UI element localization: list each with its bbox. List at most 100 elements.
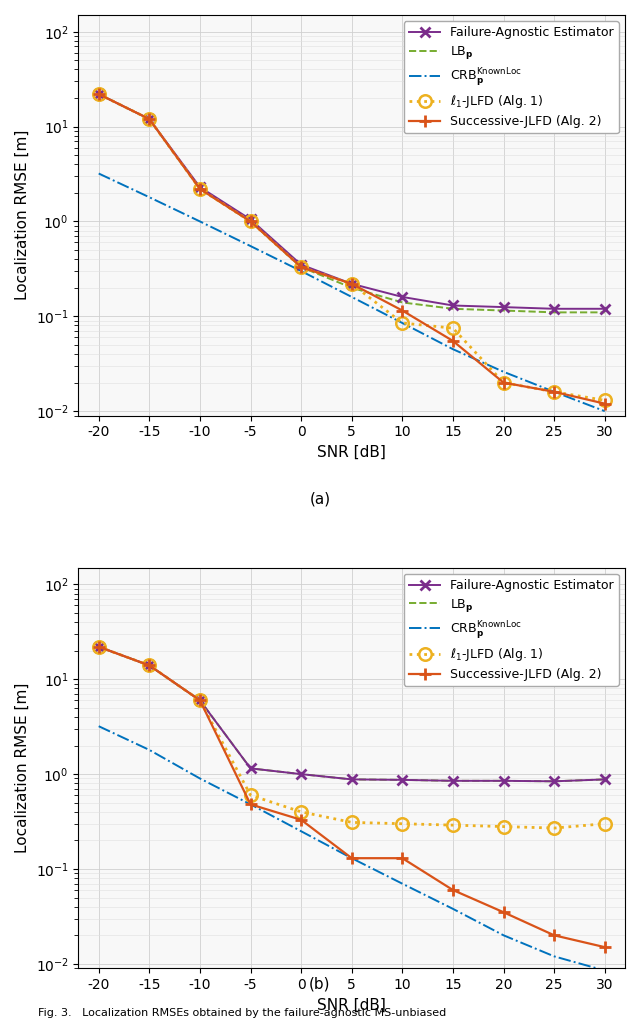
CRB$_\mathbf{p}^{\mathrm{KnownLoc}}$ xyxy=(145,744,153,756)
LB$_\mathbf{p}$ xyxy=(399,297,406,309)
Successive-JLFD (Alg. 2) xyxy=(145,113,153,126)
Successive-JLFD (Alg. 2) xyxy=(449,884,457,896)
$\ell_1$-JLFD (Alg. 1) xyxy=(246,789,254,801)
Successive-JLFD (Alg. 2) xyxy=(246,215,254,228)
Failure-Agnostic Estimator xyxy=(246,213,254,226)
LB$_\mathbf{p}$ xyxy=(298,768,305,781)
Failure-Agnostic Estimator xyxy=(550,303,558,315)
CRB$_\mathbf{p}^{\mathrm{KnownLoc}}$ xyxy=(348,290,356,303)
Successive-JLFD (Alg. 2) xyxy=(500,376,508,388)
Successive-JLFD (Alg. 2) xyxy=(95,641,102,653)
LB$_\mathbf{p}$ xyxy=(145,113,153,126)
LB$_\mathbf{p}$ xyxy=(246,762,254,775)
LB$_\mathbf{p}$ xyxy=(449,303,457,315)
$\ell_1$-JLFD (Alg. 1) xyxy=(399,317,406,330)
CRB$_\mathbf{p}^{\mathrm{KnownLoc}}$ xyxy=(601,405,609,417)
CRB$_\mathbf{p}^{\mathrm{KnownLoc}}$ xyxy=(449,902,457,915)
Successive-JLFD (Alg. 2) xyxy=(550,929,558,941)
Successive-JLFD (Alg. 2) xyxy=(145,659,153,672)
LB$_\mathbf{p}$ xyxy=(196,182,204,195)
LB$_\mathbf{p}$ xyxy=(550,776,558,788)
$\ell_1$-JLFD (Alg. 1) xyxy=(449,322,457,335)
$\ell_1$-JLFD (Alg. 1) xyxy=(348,278,356,290)
CRB$_\mathbf{p}^{\mathrm{KnownLoc}}$ xyxy=(500,929,508,941)
Line: CRB$_\mathbf{p}^{\mathrm{KnownLoc}}$: CRB$_\mathbf{p}^{\mathrm{KnownLoc}}$ xyxy=(99,173,605,411)
CRB$_\mathbf{p}^{\mathrm{KnownLoc}}$ xyxy=(145,191,153,203)
$\ell_1$-JLFD (Alg. 1) xyxy=(500,376,508,388)
Failure-Agnostic Estimator xyxy=(196,181,204,194)
Line: Successive-JLFD (Alg. 2): Successive-JLFD (Alg. 2) xyxy=(92,88,611,410)
LB$_\mathbf{p}$ xyxy=(348,281,356,294)
$\ell_1$-JLFD (Alg. 1) xyxy=(145,659,153,672)
Line: Successive-JLFD (Alg. 2): Successive-JLFD (Alg. 2) xyxy=(92,641,611,954)
Line: Failure-Agnostic Estimator: Failure-Agnostic Estimator xyxy=(94,90,610,314)
Successive-JLFD (Alg. 2) xyxy=(601,398,609,410)
Failure-Agnostic Estimator xyxy=(348,278,356,290)
Failure-Agnostic Estimator xyxy=(246,762,254,775)
Failure-Agnostic Estimator xyxy=(449,775,457,787)
$\ell_1$-JLFD (Alg. 1) xyxy=(298,805,305,818)
Successive-JLFD (Alg. 2) xyxy=(196,182,204,195)
LB$_\mathbf{p}$ xyxy=(550,306,558,318)
CRB$_\mathbf{p}^{\mathrm{KnownLoc}}$ xyxy=(95,720,102,732)
LB$_\mathbf{p}$ xyxy=(196,694,204,707)
Failure-Agnostic Estimator xyxy=(399,774,406,786)
LB$_\mathbf{p}$ xyxy=(399,774,406,786)
Successive-JLFD (Alg. 2) xyxy=(196,694,204,707)
Successive-JLFD (Alg. 2) xyxy=(298,261,305,273)
CRB$_\mathbf{p}^{\mathrm{KnownLoc}}$ xyxy=(298,265,305,277)
CRB$_\mathbf{p}^{\mathrm{KnownLoc}}$ xyxy=(601,964,609,976)
Successive-JLFD (Alg. 2) xyxy=(601,941,609,954)
$\ell_1$-JLFD (Alg. 1) xyxy=(550,385,558,398)
Failure-Agnostic Estimator xyxy=(399,290,406,303)
Successive-JLFD (Alg. 2) xyxy=(449,335,457,347)
Failure-Agnostic Estimator xyxy=(601,774,609,786)
LB$_\mathbf{p}$ xyxy=(601,306,609,318)
Failure-Agnostic Estimator xyxy=(500,301,508,313)
LB$_\mathbf{p}$ xyxy=(601,774,609,786)
Failure-Agnostic Estimator xyxy=(196,694,204,707)
Successive-JLFD (Alg. 2) xyxy=(348,278,356,290)
CRB$_\mathbf{p}^{\mathrm{KnownLoc}}$ xyxy=(246,798,254,811)
Failure-Agnostic Estimator xyxy=(95,641,102,653)
Legend: Failure-Agnostic Estimator, LB$_\mathbf{p}$, CRB$_\mathbf{p}^{\mathrm{KnownLoc}}: Failure-Agnostic Estimator, LB$_\mathbf{… xyxy=(404,574,619,686)
Line: LB$_\mathbf{p}$: LB$_\mathbf{p}$ xyxy=(99,94,605,312)
Line: $\ell_1$-JLFD (Alg. 1): $\ell_1$-JLFD (Alg. 1) xyxy=(92,641,611,834)
$\ell_1$-JLFD (Alg. 1) xyxy=(500,821,508,833)
CRB$_\mathbf{p}^{\mathrm{KnownLoc}}$ xyxy=(399,878,406,890)
Line: Failure-Agnostic Estimator: Failure-Agnostic Estimator xyxy=(94,642,610,786)
$\ell_1$-JLFD (Alg. 1) xyxy=(550,822,558,834)
Successive-JLFD (Alg. 2) xyxy=(399,304,406,316)
$\ell_1$-JLFD (Alg. 1) xyxy=(145,113,153,126)
Y-axis label: Localization RMSE [m]: Localization RMSE [m] xyxy=(15,683,30,853)
Failure-Agnostic Estimator xyxy=(145,659,153,672)
$\ell_1$-JLFD (Alg. 1) xyxy=(246,215,254,228)
CRB$_\mathbf{p}^{\mathrm{KnownLoc}}$ xyxy=(95,167,102,179)
Failure-Agnostic Estimator xyxy=(348,774,356,786)
Failure-Agnostic Estimator xyxy=(145,113,153,126)
CRB$_\mathbf{p}^{\mathrm{KnownLoc}}$ xyxy=(348,852,356,864)
Successive-JLFD (Alg. 2) xyxy=(348,852,356,864)
$\ell_1$-JLFD (Alg. 1) xyxy=(196,694,204,707)
CRB$_\mathbf{p}^{\mathrm{KnownLoc}}$ xyxy=(246,240,254,252)
LB$_\mathbf{p}$ xyxy=(145,659,153,672)
CRB$_\mathbf{p}^{\mathrm{KnownLoc}}$ xyxy=(500,366,508,378)
Failure-Agnostic Estimator xyxy=(449,300,457,312)
$\ell_1$-JLFD (Alg. 1) xyxy=(196,182,204,195)
LB$_\mathbf{p}$ xyxy=(500,304,508,316)
$\ell_1$-JLFD (Alg. 1) xyxy=(449,819,457,831)
CRB$_\mathbf{p}^{\mathrm{KnownLoc}}$ xyxy=(449,343,457,355)
Failure-Agnostic Estimator xyxy=(298,259,305,271)
Successive-JLFD (Alg. 2) xyxy=(399,852,406,864)
CRB$_\mathbf{p}^{\mathrm{KnownLoc}}$ xyxy=(298,825,305,837)
LB$_\mathbf{p}$ xyxy=(246,215,254,228)
Text: (a): (a) xyxy=(309,491,331,507)
Failure-Agnostic Estimator xyxy=(550,776,558,788)
$\ell_1$-JLFD (Alg. 1) xyxy=(601,394,609,407)
CRB$_\mathbf{p}^{\mathrm{KnownLoc}}$ xyxy=(550,950,558,962)
Successive-JLFD (Alg. 2) xyxy=(550,385,558,398)
$\ell_1$-JLFD (Alg. 1) xyxy=(399,818,406,830)
Text: (b): (b) xyxy=(309,976,331,992)
$\ell_1$-JLFD (Alg. 1) xyxy=(298,261,305,273)
CRB$_\mathbf{p}^{\mathrm{KnownLoc}}$ xyxy=(550,385,558,398)
